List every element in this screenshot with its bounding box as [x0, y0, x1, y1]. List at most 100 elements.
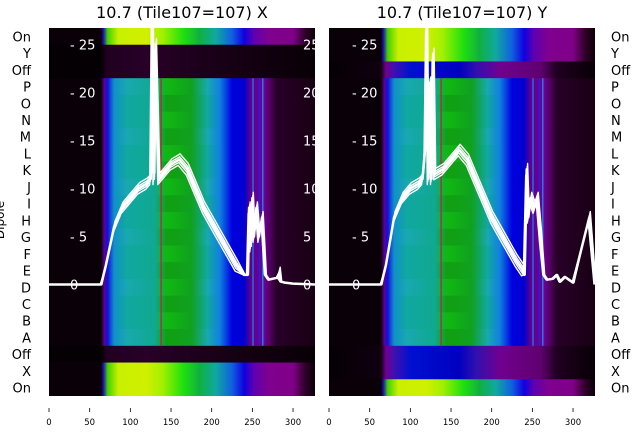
heatmap-row-f — [329, 245, 595, 263]
heatmap-row-a — [49, 329, 315, 347]
overlay-y-tick-label: - 10 — [70, 182, 95, 197]
overlay-y-tick-label: - 25 — [70, 38, 95, 53]
heatmap-row-d — [49, 278, 315, 297]
heatmap-row-o — [329, 94, 595, 113]
heatmap-row-g — [329, 228, 595, 246]
heatmap-row-c — [49, 295, 315, 313]
heatmap-row-x — [329, 362, 595, 380]
overlay-y-tick-label: 5 — [303, 231, 311, 246]
heatmap: 0 - 5 - 10 - 15 - 20 - 25 — [329, 28, 595, 396]
heatmap-row-p — [49, 78, 315, 96]
overlay-y-tick-label: 0 — [70, 279, 78, 294]
row-label: N — [611, 114, 621, 129]
heatmap-row-m — [49, 128, 315, 146]
heatmap-row-e — [329, 262, 595, 280]
heatmap-row-b — [329, 312, 595, 330]
heatmap-row-l — [49, 145, 315, 163]
heatmap-row-c — [329, 295, 595, 313]
overlay-line — [49, 28, 315, 286]
heatmap-row-x — [49, 362, 315, 380]
heatmap-row-k — [329, 161, 595, 180]
row-label: F — [24, 248, 31, 263]
heatmap-streak — [542, 78, 544, 346]
overlay-y-tick-label: - 20 — [352, 86, 377, 101]
row-label: P — [23, 81, 31, 96]
row-label: P — [611, 81, 619, 96]
heatmap-row-f — [49, 245, 315, 263]
heatmap-row-i — [329, 195, 595, 213]
row-label: G — [21, 231, 31, 246]
overlay-y-tick-label: 0 — [303, 279, 311, 294]
row-label: Off — [611, 64, 631, 79]
panel-x: 0 0 - 5 5 - 10 10 - 15 15 - 20 20 - 25 25 10.7 (Tile… — [0, 3, 320, 428]
x-tick-label: 200 — [484, 418, 500, 428]
row-label: J — [610, 181, 615, 196]
heatmap-row-on — [329, 28, 595, 46]
row-label: E — [23, 265, 31, 280]
row-label: G — [611, 231, 621, 246]
row-label: O — [611, 97, 621, 112]
heatmap-row-n — [49, 111, 315, 129]
row-label: H — [611, 214, 621, 229]
heatmap-row-p — [329, 78, 595, 96]
row-label: Off — [611, 348, 631, 363]
overlay-y-tick-label: 25 — [303, 38, 320, 53]
row-label: On — [611, 382, 629, 397]
x-tick-label: 300 — [285, 418, 301, 428]
x-tick-label: 0 — [326, 418, 331, 428]
heatmap-streak — [440, 78, 442, 346]
x-tick-label: 250 — [524, 418, 540, 428]
heatmap-row-off — [329, 345, 595, 364]
x-tick-label: 50 — [84, 418, 95, 428]
row-label: M — [20, 131, 31, 146]
heatmap-row-on — [49, 379, 315, 396]
row-label: Y — [610, 47, 619, 62]
x-tick-label: 200 — [204, 418, 220, 428]
row-label: I — [611, 198, 615, 213]
overlay-y-tick-label: 15 — [303, 134, 320, 149]
heatmap-row-h — [49, 212, 315, 230]
x-tick-label: 150 — [443, 418, 459, 428]
overlay-y-tick-label: - 5 — [70, 231, 87, 246]
overlay-y-tick-label: 0 — [352, 279, 360, 294]
overlay-y-tick-label: 20 — [303, 86, 320, 101]
row-label: B — [611, 315, 620, 330]
row-label: K — [611, 164, 620, 179]
overlay-y-tick-label: - 15 — [352, 134, 377, 149]
row-label: H — [21, 214, 31, 229]
row-label: Off — [12, 64, 32, 79]
row-label: F — [611, 248, 618, 263]
overlay-y-tick-label: 10 — [303, 182, 320, 197]
x-tick-label: 0 — [46, 418, 51, 428]
heatmap-row-a — [329, 329, 595, 347]
overlay-y-tick-label: - 5 — [352, 231, 369, 246]
heatmap-row-on — [329, 379, 595, 396]
row-label: X — [611, 365, 620, 380]
row-label: A — [22, 331, 31, 346]
x-tick-label: 300 — [565, 418, 581, 428]
row-label: L — [24, 147, 32, 162]
row-label: C — [611, 298, 620, 313]
row-label: On — [13, 30, 31, 45]
panel-y: 0 - 5 - 10 - 15 - 20 - 25 10.7 (Tile107=107) Y… — [326, 3, 631, 428]
heatmap-row-o — [49, 94, 315, 113]
panel-title: 10.7 (Tile107=107) Y — [377, 3, 548, 22]
overlay-y-tick-label: - 10 — [352, 182, 377, 197]
row-label: C — [22, 298, 31, 313]
panel-title: 10.7 (Tile107=107) X — [96, 3, 268, 22]
heatmap-streak — [258, 78, 261, 346]
row-label: X — [22, 365, 31, 380]
x-tick-label: 100 — [122, 418, 138, 428]
heatmap-row-off — [329, 61, 595, 79]
heatmap-row-b — [49, 312, 315, 330]
row-label: B — [22, 315, 31, 330]
heatmap-row-h — [329, 212, 595, 230]
row-label: E — [611, 265, 619, 280]
heatmap-row-d — [329, 278, 595, 297]
row-label: O — [21, 97, 31, 112]
heatmap-row-i — [49, 195, 315, 213]
overlay-y-tick-label: - 20 — [70, 86, 95, 101]
y-axis-label: Dipole — [0, 201, 7, 239]
row-label: Off — [12, 348, 32, 363]
